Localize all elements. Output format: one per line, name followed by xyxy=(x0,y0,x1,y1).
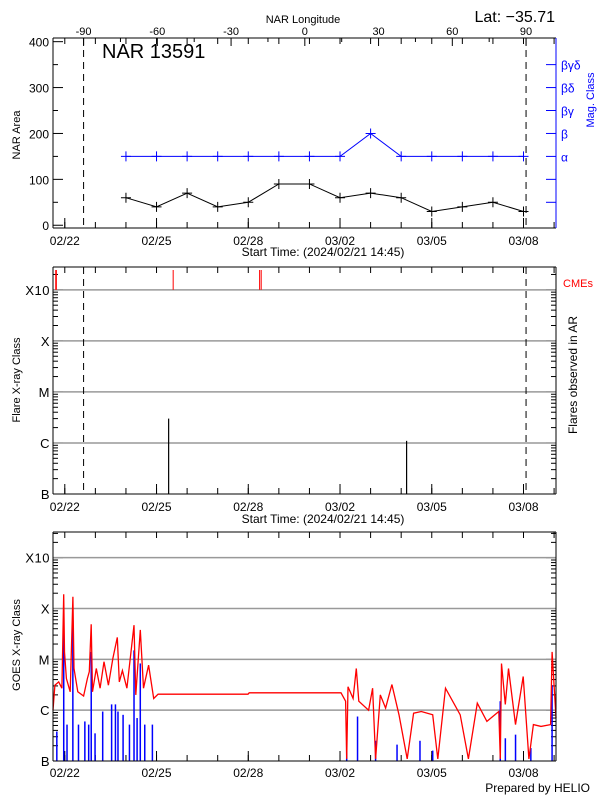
chart-marks: 02/22 02/25 02/28 03/02 03/05 03/080100200300… xyxy=(25,26,581,780)
cmes-label: CMEs xyxy=(563,278,593,290)
y-tick-label-b: B xyxy=(41,754,50,769)
y-tick-label: 100 xyxy=(29,173,49,187)
nar-area-point xyxy=(365,188,376,199)
x-tick-label: 02/25 xyxy=(142,766,172,780)
x-tick-label: 03/02 xyxy=(325,234,355,248)
y-tick-label-c: C xyxy=(40,436,50,451)
mag-class-point xyxy=(426,151,437,162)
longitude-tick-label: 60 xyxy=(446,26,458,38)
mag-class-point xyxy=(212,151,223,162)
mag-class-line xyxy=(125,132,524,157)
mag-class-point xyxy=(487,151,498,162)
mag-class-axis-title: Mag. Class xyxy=(585,72,597,128)
x-tick-label: 02/25 xyxy=(142,234,172,248)
nar-area-point xyxy=(426,206,437,217)
flares-observed-axis-title: Flares observed in AR xyxy=(566,316,580,434)
y-tick-label: 200 xyxy=(29,127,49,141)
mag-class-tick-label: βγδ xyxy=(561,59,581,73)
y-tick-label: 400 xyxy=(29,36,49,50)
nar-area-point xyxy=(518,206,529,217)
credit-label: Prepared by HELIO xyxy=(485,781,590,795)
region-title: NAR 13591 xyxy=(102,41,205,63)
mag-class-point xyxy=(243,151,254,162)
x-tick-label: 03/05 xyxy=(417,500,447,514)
longitude-axis-title: NAR Longitude xyxy=(266,14,341,26)
longitude-tick-label: -30 xyxy=(223,26,239,38)
y-tick-label-m: M xyxy=(39,652,50,667)
y-tick-label-x: X xyxy=(41,334,50,349)
x-tick-label: 02/22 xyxy=(50,500,80,514)
x-tick-label: 02/25 xyxy=(142,500,172,514)
nar-area-point xyxy=(487,197,498,208)
mag-class-tick-label: β xyxy=(561,127,568,141)
x-tick-label: 03/08 xyxy=(508,234,538,248)
mag-class-point xyxy=(273,151,284,162)
x-tick-label: 03/05 xyxy=(417,766,447,780)
area-axis-title: NAR Area xyxy=(11,110,23,160)
mag-class-point xyxy=(151,151,162,162)
longitude-tick-label: 0 xyxy=(302,26,308,38)
nar-area-point xyxy=(212,201,223,212)
y-tick-label-m: M xyxy=(39,385,50,400)
latitude-label: Lat: −35.71 xyxy=(474,9,555,26)
mag-class-point xyxy=(182,151,193,162)
y-tick-label-x10: X10 xyxy=(25,551,50,566)
longitude-tick-label: -90 xyxy=(76,26,92,38)
x-tick-label: 03/02 xyxy=(325,766,355,780)
longitude-tick-label: -60 xyxy=(149,26,165,38)
mag-class-point xyxy=(457,151,468,162)
nar-area-point xyxy=(182,188,193,199)
mag-class-point xyxy=(396,151,407,162)
nar-area-point xyxy=(396,192,407,203)
x-tick-label: 02/28 xyxy=(233,766,263,780)
nar-area-point xyxy=(304,178,315,189)
x-tick-label: 03/05 xyxy=(417,234,447,248)
nar-area-point xyxy=(273,178,284,189)
longitude-tick-label: 30 xyxy=(372,26,384,38)
y-tick-label: 0 xyxy=(42,219,49,233)
mag-class-point xyxy=(120,151,131,162)
mag-class-point xyxy=(304,151,315,162)
x-tick-label: 02/28 xyxy=(233,500,263,514)
y-tick-label-c: C xyxy=(40,703,50,718)
y-tick-label-b: B xyxy=(41,487,50,502)
goes-class-axis-title: GOES X-ray Class xyxy=(11,599,23,691)
mag-class-point xyxy=(365,128,376,139)
longitude-tick-label: 90 xyxy=(520,26,532,38)
x-tick-label: 02/22 xyxy=(50,234,80,248)
x-tick-label: 02/28 xyxy=(233,234,263,248)
goes-long-line xyxy=(52,594,557,760)
nar-area-point xyxy=(243,197,254,208)
panel2-xaxis-title: Start Time: (2024/02/21 14:45) xyxy=(242,512,405,526)
y-tick-label-x: X xyxy=(41,602,50,617)
x-tick-label: 03/02 xyxy=(325,500,355,514)
nar-area-point xyxy=(335,192,346,203)
x-tick-label: 03/08 xyxy=(508,500,538,514)
nar-area-line xyxy=(125,183,524,212)
nar-area-point xyxy=(151,201,162,212)
nar-area-point xyxy=(457,201,468,212)
mag-class-tick-label: α xyxy=(561,150,568,164)
x-tick-label: 02/22 xyxy=(50,766,80,780)
mag-class-tick-label: βδ xyxy=(561,82,575,96)
nar-area-point xyxy=(120,192,131,203)
mag-class-point xyxy=(518,151,529,162)
mag-class-tick-label: βγ xyxy=(561,105,574,119)
flare-class-axis-title: Flare X-ray Class xyxy=(11,337,23,422)
mag-class-point xyxy=(335,151,346,162)
y-tick-label-x10: X10 xyxy=(25,283,50,298)
x-tick-label: 03/08 xyxy=(508,766,538,780)
panel1-xaxis-title: Start Time: (2024/02/21 14:45) xyxy=(242,245,405,259)
y-tick-label: 300 xyxy=(29,82,49,96)
